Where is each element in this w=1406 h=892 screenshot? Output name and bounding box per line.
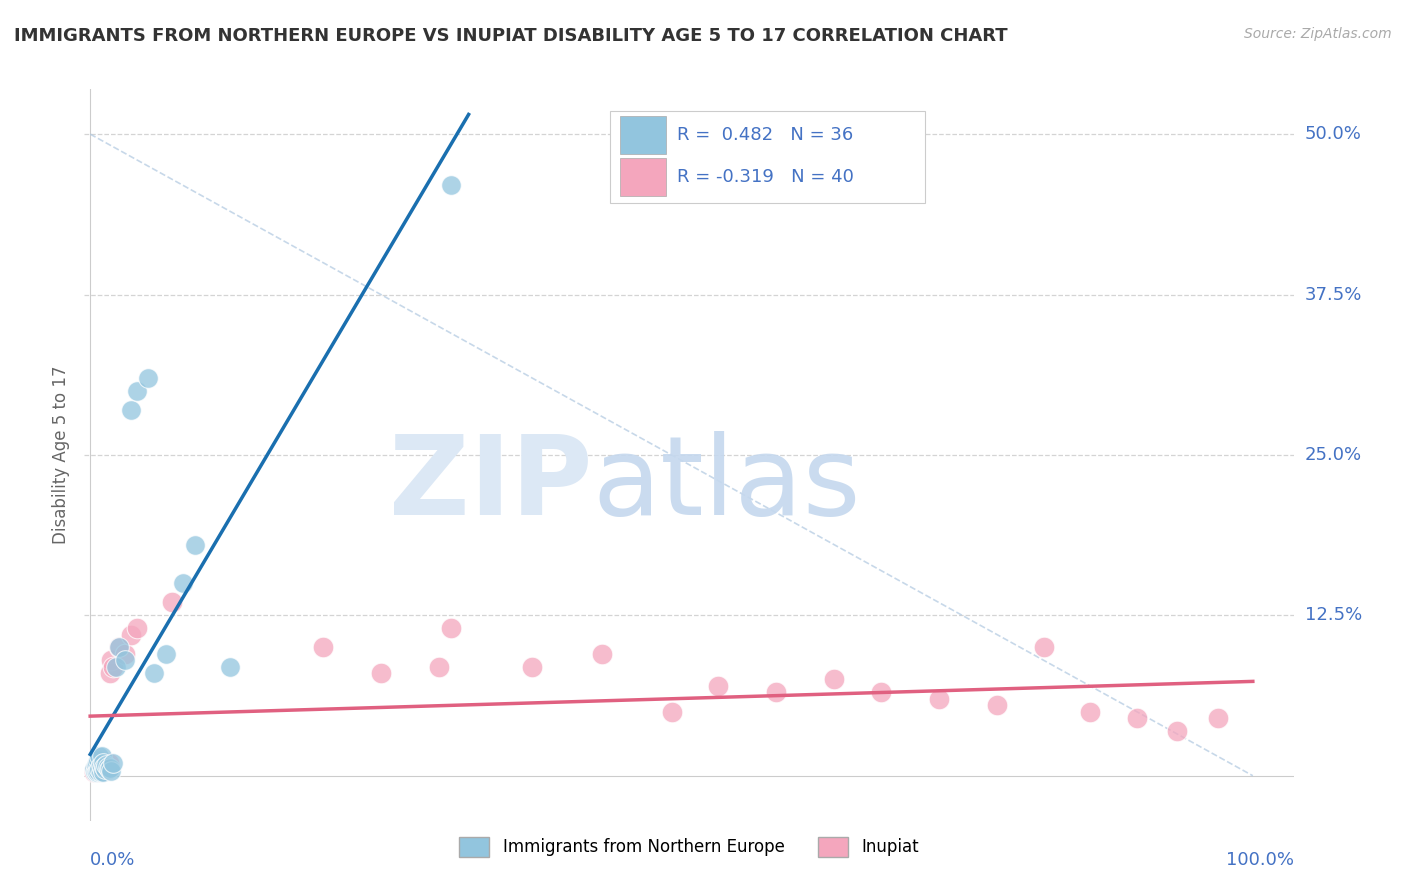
Point <box>90 764 112 779</box>
Point <box>1166 723 1188 738</box>
Point <box>83 762 105 776</box>
Point <box>1125 711 1147 725</box>
Point <box>172 576 194 591</box>
Point <box>114 653 136 667</box>
Point <box>86 761 108 775</box>
Point <box>707 679 730 693</box>
Point <box>1206 711 1229 725</box>
Point <box>591 647 613 661</box>
Point <box>83 764 105 779</box>
Point <box>427 659 450 673</box>
Text: 0.0%: 0.0% <box>90 851 135 869</box>
Point <box>87 764 110 779</box>
Point <box>765 685 787 699</box>
Point <box>661 705 683 719</box>
Point <box>97 762 120 776</box>
Text: atlas: atlas <box>592 431 860 538</box>
Text: R =  0.482   N = 36: R = 0.482 N = 36 <box>676 127 853 145</box>
FancyBboxPatch shape <box>610 112 925 202</box>
Point <box>98 761 121 775</box>
Point <box>125 621 148 635</box>
Point <box>136 371 159 385</box>
Text: 12.5%: 12.5% <box>1305 607 1362 624</box>
Point <box>184 538 207 552</box>
Point <box>84 764 107 778</box>
Point <box>1032 640 1054 655</box>
Text: 50.0%: 50.0% <box>1305 125 1361 143</box>
Point <box>83 762 105 776</box>
Point <box>84 758 107 772</box>
Point <box>100 764 122 778</box>
Point <box>125 384 148 398</box>
Text: IMMIGRANTS FROM NORTHERN EUROPE VS INUPIAT DISABILITY AGE 5 TO 17 CORRELATION CH: IMMIGRANTS FROM NORTHERN EUROPE VS INUPI… <box>14 27 1008 45</box>
Point <box>91 764 114 779</box>
Point <box>86 764 108 779</box>
Point <box>312 640 335 655</box>
FancyBboxPatch shape <box>620 116 666 154</box>
Point <box>869 685 891 699</box>
Point <box>120 627 142 641</box>
Legend: Immigrants from Northern Europe, Inupiat: Immigrants from Northern Europe, Inupiat <box>453 830 925 863</box>
Point <box>91 756 114 770</box>
Point <box>520 659 543 673</box>
Point <box>94 762 117 776</box>
Point <box>86 756 108 770</box>
Point <box>143 666 166 681</box>
Point <box>87 764 110 778</box>
Text: R = -0.319   N = 40: R = -0.319 N = 40 <box>676 168 853 186</box>
Text: Source: ZipAtlas.com: Source: ZipAtlas.com <box>1244 27 1392 41</box>
Point <box>218 659 240 673</box>
Point <box>370 666 392 681</box>
Text: 37.5%: 37.5% <box>1305 285 1362 303</box>
Point <box>84 764 107 778</box>
Point <box>104 659 127 673</box>
Point <box>97 756 120 770</box>
Point <box>87 753 110 767</box>
Point <box>155 647 177 661</box>
Point <box>439 621 461 635</box>
Point <box>986 698 1008 713</box>
Text: 100.0%: 100.0% <box>1226 851 1294 869</box>
Point <box>90 758 112 772</box>
Point <box>103 659 125 673</box>
Point <box>90 761 112 775</box>
Text: 25.0%: 25.0% <box>1305 446 1362 464</box>
Point <box>120 403 142 417</box>
FancyBboxPatch shape <box>620 158 666 196</box>
Point <box>97 758 120 772</box>
Point <box>96 758 118 772</box>
Point <box>90 764 112 778</box>
Point <box>90 749 112 764</box>
Point <box>96 762 118 776</box>
Point <box>108 640 131 655</box>
Point <box>1078 705 1101 719</box>
Point <box>93 764 115 778</box>
Point <box>103 756 125 770</box>
Point <box>93 760 115 774</box>
Point <box>823 673 845 687</box>
Point <box>83 764 105 779</box>
Point <box>114 647 136 661</box>
Text: ZIP: ZIP <box>389 431 592 538</box>
Point <box>89 761 111 775</box>
Point <box>94 761 117 775</box>
Point <box>439 178 461 193</box>
Point <box>108 640 131 655</box>
Point <box>90 760 112 774</box>
Point <box>89 762 111 776</box>
Point <box>89 749 111 764</box>
Point <box>928 691 950 706</box>
Point <box>100 653 122 667</box>
Y-axis label: Disability Age 5 to 17: Disability Age 5 to 17 <box>52 366 70 544</box>
Point <box>98 666 121 681</box>
Point <box>91 762 114 776</box>
Point <box>97 760 120 774</box>
Point <box>160 595 183 609</box>
